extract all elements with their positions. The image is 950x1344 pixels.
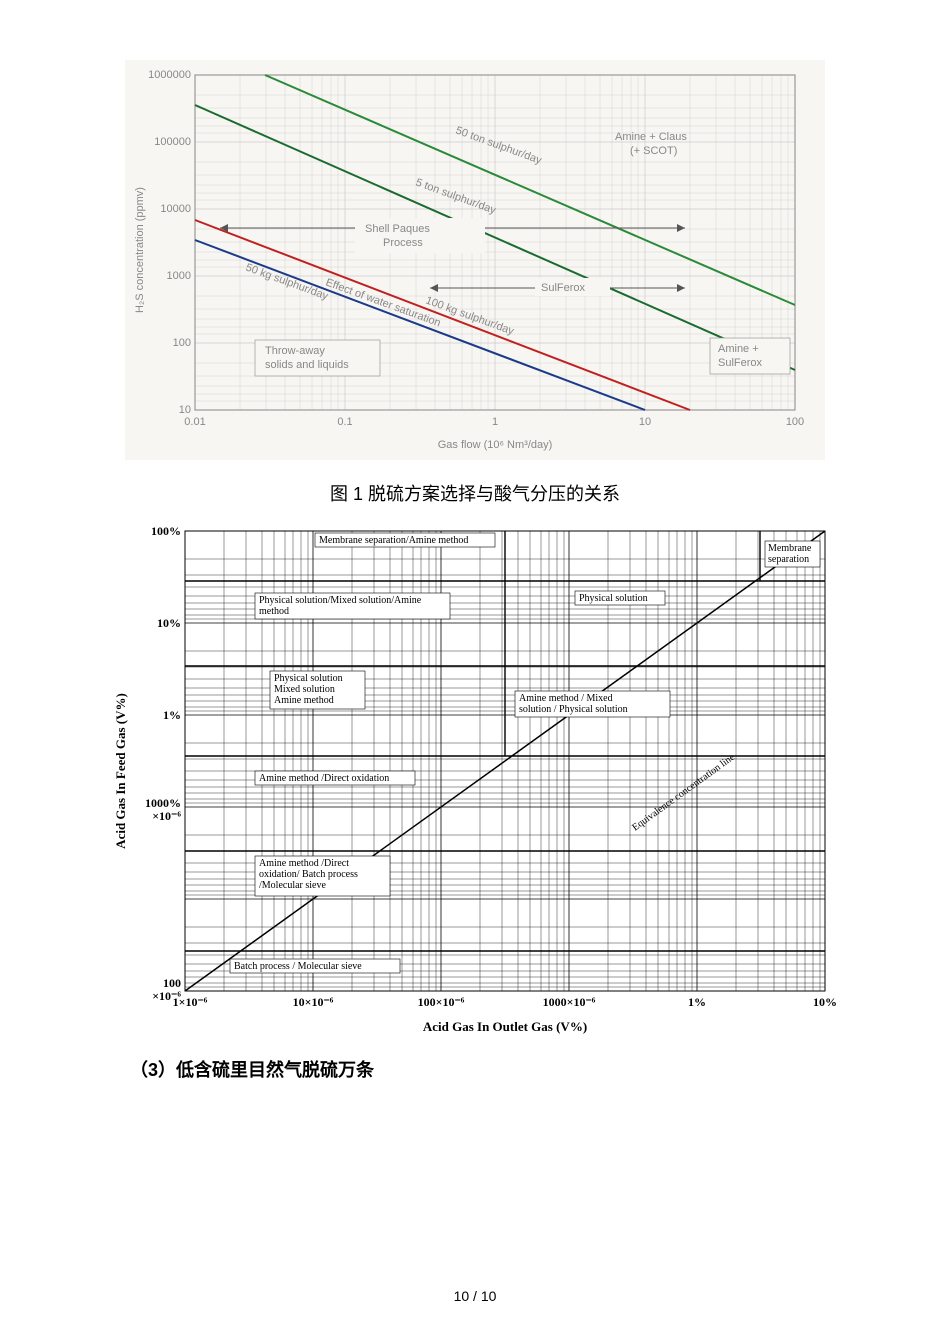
chart2-yticks: 100% 10% 1% 1000% ×10⁻⁶ 100 ×10⁻⁶	[145, 524, 181, 1003]
equivalence-line-label: Equivalence concentration line	[630, 751, 737, 833]
svg-text:100×10⁻⁶: 100×10⁻⁶	[418, 995, 465, 1009]
svg-text:10: 10	[179, 404, 191, 416]
svg-text:10%: 10%	[157, 616, 181, 630]
region-membrane-amine: Membrane separation/Amine method	[319, 535, 468, 546]
chart1-ylabel: H₂S concentration (ppmv)	[134, 187, 146, 313]
chart2-ylabel: Acid Gas In Feed Gas (V%)	[113, 693, 128, 849]
region-amine-sulferox: Amine +SulFerox	[710, 338, 790, 374]
region-throwaway: Throw-awaysolids and liquids	[255, 340, 380, 376]
svg-text:1%: 1%	[688, 995, 706, 1009]
region-amine-claus: Amine + Claus (+ SCOT)	[615, 131, 690, 157]
region-batch-molsieve: Batch process / Molecular sieve	[234, 961, 362, 972]
region-amine-mixed-phys: Amine method / Mixedsolution / Physical …	[519, 693, 628, 715]
svg-text:10000: 10000	[160, 203, 191, 215]
svg-text:1000×10⁻⁶: 1000×10⁻⁶	[543, 995, 596, 1009]
region-sulferox: SulFerox	[430, 278, 685, 296]
svg-text:×10⁻⁶: ×10⁻⁶	[152, 809, 181, 823]
figure1-caption: 图 1 脱硫方案选择与酸气分压的关系	[100, 480, 850, 506]
svg-text:1000000: 1000000	[148, 69, 191, 81]
svg-text:100: 100	[163, 976, 181, 990]
region-shell-paques: Shell PaquesProcess	[220, 218, 685, 253]
svg-text:10%: 10%	[813, 995, 837, 1009]
svg-text:1%: 1%	[163, 708, 181, 722]
svg-text:1×10⁻⁶: 1×10⁻⁶	[173, 995, 208, 1009]
diag-label-5t: 5 ton sulphur/day	[414, 177, 498, 217]
svg-text:10×10⁻⁶: 10×10⁻⁶	[293, 995, 334, 1009]
svg-text:1000%: 1000%	[145, 796, 181, 810]
svg-text:0.1: 0.1	[337, 416, 352, 428]
region-membrane: Membraneseparation	[768, 543, 812, 565]
chart1-yticks: 10 100 1000 10000 100000 1000000	[148, 69, 191, 416]
svg-text:0.01: 0.01	[184, 416, 205, 428]
svg-text:100: 100	[786, 416, 804, 428]
page-number: 10 / 10	[0, 1288, 950, 1304]
chart1-desulfurization-selection: 50 ton sulphur/day 5 ton sulphur/day 100…	[125, 60, 825, 460]
region-phys-mixed-amine2: Physical solutionMixed solutionAmine met…	[274, 673, 343, 706]
truncated-heading: （3）低含硫里目然气脱硫万条	[130, 1056, 850, 1082]
chart2-acid-gas-selection: Equivalence concentration line Membrane …	[105, 521, 845, 1051]
svg-text:1000: 1000	[167, 270, 191, 282]
region-amine-direct: Amine method /Direct oxidation	[259, 773, 389, 784]
chart1-xticks: 0.01 0.1 1 10 100	[184, 416, 804, 428]
svg-text:1: 1	[492, 416, 498, 428]
chart1-xlabel: Gas flow (10⁶ Nm³/day)	[438, 439, 553, 451]
svg-text:SulFerox: SulFerox	[541, 282, 586, 294]
region-physical-solution: Physical solution	[579, 593, 648, 604]
chart2-xticks: 1×10⁻⁶ 10×10⁻⁶ 100×10⁻⁶ 1000×10⁻⁶ 1% 10%	[173, 995, 837, 1009]
svg-text:100: 100	[173, 337, 191, 349]
svg-text:100%: 100%	[151, 524, 181, 538]
diag-label-50t: 50 ton sulphur/day	[454, 125, 544, 167]
chart2-xlabel: Acid Gas In Outlet Gas (V%)	[423, 1019, 587, 1034]
svg-text:100000: 100000	[154, 136, 191, 148]
svg-text:10: 10	[639, 416, 651, 428]
